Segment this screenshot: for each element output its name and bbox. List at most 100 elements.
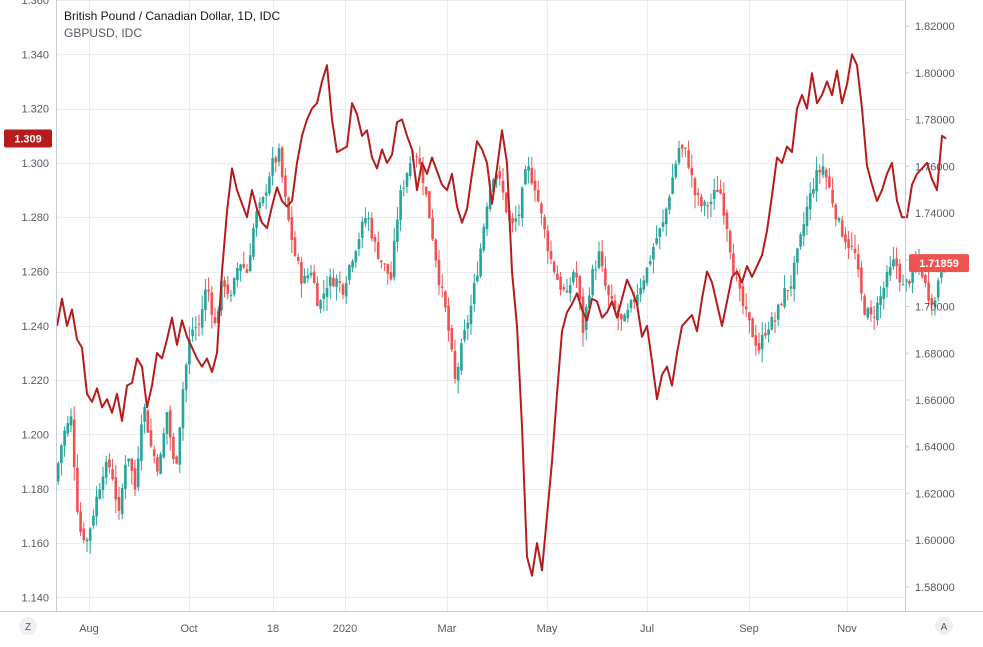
candle-body <box>456 367 460 381</box>
candle-body <box>805 206 809 226</box>
x-tick-label: 2020 <box>333 623 357 635</box>
candle-body <box>450 328 454 350</box>
candle-body <box>469 305 473 325</box>
candle-body <box>812 189 815 194</box>
x-tick-label: Sep <box>739 623 759 635</box>
candle-body <box>98 489 102 499</box>
candle-body <box>124 464 127 489</box>
candle-body <box>604 268 607 286</box>
zoom-button-label[interactable]: Z <box>25 622 31 633</box>
candle-body <box>264 192 268 196</box>
zoom-button[interactable]: Z <box>19 617 37 635</box>
candle-body <box>767 329 770 336</box>
left-last-value-badge <box>4 129 52 148</box>
candle-body <box>892 259 895 267</box>
right-tick-label: 1.64000 <box>915 442 955 454</box>
candle-body <box>712 189 716 199</box>
candle-body <box>188 339 191 365</box>
candle-body <box>661 222 665 227</box>
candle-body <box>735 277 738 279</box>
candle-body <box>783 288 786 307</box>
candle-body <box>245 269 249 273</box>
overlay-line-series <box>56 53 947 577</box>
auto-scale-button-label[interactable]: A <box>941 622 948 633</box>
candle-body <box>677 147 681 163</box>
left-tick-label: 1.280 <box>21 212 49 224</box>
candle-body <box>613 300 617 310</box>
candle-body <box>594 269 598 271</box>
candle-body <box>133 468 137 490</box>
candle-body <box>888 266 892 276</box>
candle-body <box>706 205 710 207</box>
candle-body <box>325 287 329 297</box>
candle-body <box>540 203 543 214</box>
left-tick-label: 1.240 <box>21 321 49 333</box>
left-tick-label: 1.180 <box>21 484 49 496</box>
candle-body <box>300 261 303 284</box>
candle-body <box>821 166 825 175</box>
candle-body <box>309 272 313 276</box>
candle-body <box>338 281 342 283</box>
auto-scale-button[interactable]: A <box>935 617 953 635</box>
candle-body <box>776 304 780 320</box>
candle-body <box>380 260 383 263</box>
candle-body <box>130 458 134 471</box>
candle-body <box>908 280 911 284</box>
right-tick-label: 1.68000 <box>915 348 955 360</box>
candle-body <box>802 224 806 237</box>
candle-body <box>434 239 438 261</box>
candle-body <box>136 458 140 488</box>
zoom-button-bg[interactable] <box>19 617 37 635</box>
candle-body <box>184 364 188 390</box>
candle-body <box>696 193 700 195</box>
candle-body <box>101 476 105 490</box>
auto-scale-button-bg[interactable] <box>935 617 953 635</box>
candle-body <box>549 251 553 260</box>
candle-body <box>520 187 524 219</box>
candle-body <box>872 316 876 318</box>
left-tick-label: 1.220 <box>21 375 49 387</box>
candle-body <box>175 456 178 464</box>
candle-body <box>828 176 831 188</box>
right-tick-label: 1.74000 <box>915 208 955 220</box>
candle-body <box>648 261 652 265</box>
candle-body <box>792 262 796 290</box>
candle-body <box>591 268 594 295</box>
candle-body <box>229 294 233 297</box>
candle-body <box>565 290 569 293</box>
candle-body <box>306 275 310 279</box>
candle-body <box>271 158 274 176</box>
candle-body <box>632 299 636 303</box>
right-tick-label: 1.78000 <box>915 115 955 127</box>
right-last-value-label: 1.71859 <box>919 258 959 270</box>
candle-body <box>680 144 684 149</box>
candle-body <box>642 280 646 290</box>
candle-body <box>360 221 364 238</box>
candle-body <box>808 193 812 210</box>
candle-body <box>610 295 614 299</box>
candle-body <box>405 173 409 187</box>
candle-body <box>847 239 850 249</box>
candle-body <box>911 266 914 283</box>
candle-body <box>165 412 169 434</box>
candle-body <box>773 320 777 322</box>
x-tick-label: 18 <box>267 623 279 635</box>
candle-body <box>223 280 226 288</box>
candle-body <box>287 197 290 220</box>
candle-body <box>114 477 118 500</box>
candle-body <box>60 445 63 464</box>
legend-subtitle: GBPUSD, IDC <box>64 26 142 40</box>
candle-body <box>431 217 434 240</box>
candle-body <box>690 167 694 176</box>
candle-body <box>476 275 479 282</box>
candle-body <box>674 163 678 178</box>
candle-body <box>556 273 559 280</box>
x-tick-label: Nov <box>837 623 857 635</box>
candle-body <box>261 197 265 204</box>
candle-body <box>770 316 774 330</box>
right-tick-label: 1.58000 <box>915 582 955 594</box>
candle-body <box>626 309 630 319</box>
candle-body <box>882 288 886 299</box>
